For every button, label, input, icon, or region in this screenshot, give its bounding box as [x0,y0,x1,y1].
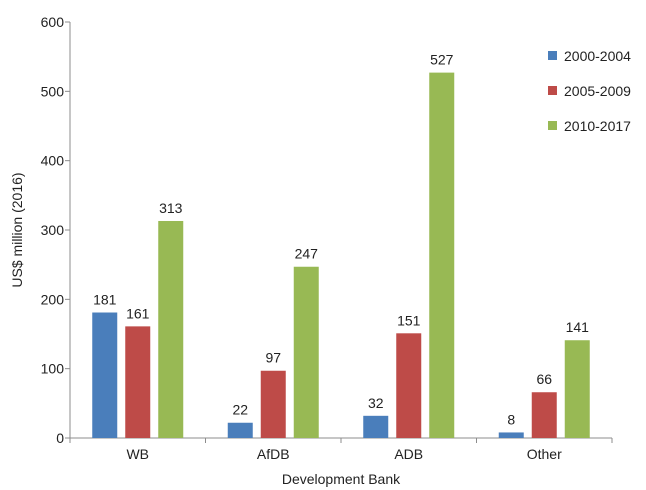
data-label: 66 [536,371,552,387]
data-label: 97 [265,350,281,366]
x-tick-label: AfDB [257,446,290,462]
y-tick-label: 500 [41,83,65,99]
legend-label: 2000-2004 [564,48,631,64]
x-tick-label: Other [527,446,562,462]
x-tick-label: ADB [394,446,423,462]
bar [158,220,184,438]
bar [429,72,455,438]
y-tick-label: 300 [41,222,65,238]
x-axis-title: Development Bank [282,471,401,487]
bar [260,370,286,438]
bar [564,340,590,438]
data-label: 161 [126,305,150,321]
legend: 2000-2004 2005-2009 2010-2017 [548,48,631,134]
data-label: 141 [566,319,590,335]
data-label: 527 [430,52,454,68]
data-labels-group: 181 161 313 22 97 247 32 151 527 8 66 141 [93,52,589,428]
data-label: 32 [368,395,384,411]
y-axis-title: US$ million (2016) [9,172,25,287]
data-label: 22 [232,402,248,418]
data-label: 181 [93,292,117,308]
data-label: 8 [507,411,515,427]
y-tick-label: 600 [41,14,65,30]
bar [363,415,389,438]
bar [92,312,118,438]
data-label: 247 [295,246,319,262]
legend-label: 2005-2009 [564,83,631,99]
y-tick-label: 100 [41,361,65,377]
bars-group [92,72,590,438]
bar [125,326,151,438]
legend-swatch [548,51,557,60]
y-tick-label: 400 [41,153,65,169]
x-axis: WB AfDB ADB Other [69,437,613,462]
y-axis: 0 100 200 300 400 500 600 [41,14,71,446]
legend-swatch [548,86,557,95]
data-label: 313 [159,200,183,216]
y-tick-label: 0 [56,430,64,446]
legend-swatch [548,121,557,130]
bar [396,333,422,438]
bar [293,266,319,438]
bar [498,432,524,438]
data-label: 151 [397,312,421,328]
bar [531,392,557,438]
legend-label: 2010-2017 [564,118,631,134]
x-tick-label: WB [126,446,149,462]
bar [227,422,253,438]
y-tick-label: 200 [41,291,65,307]
